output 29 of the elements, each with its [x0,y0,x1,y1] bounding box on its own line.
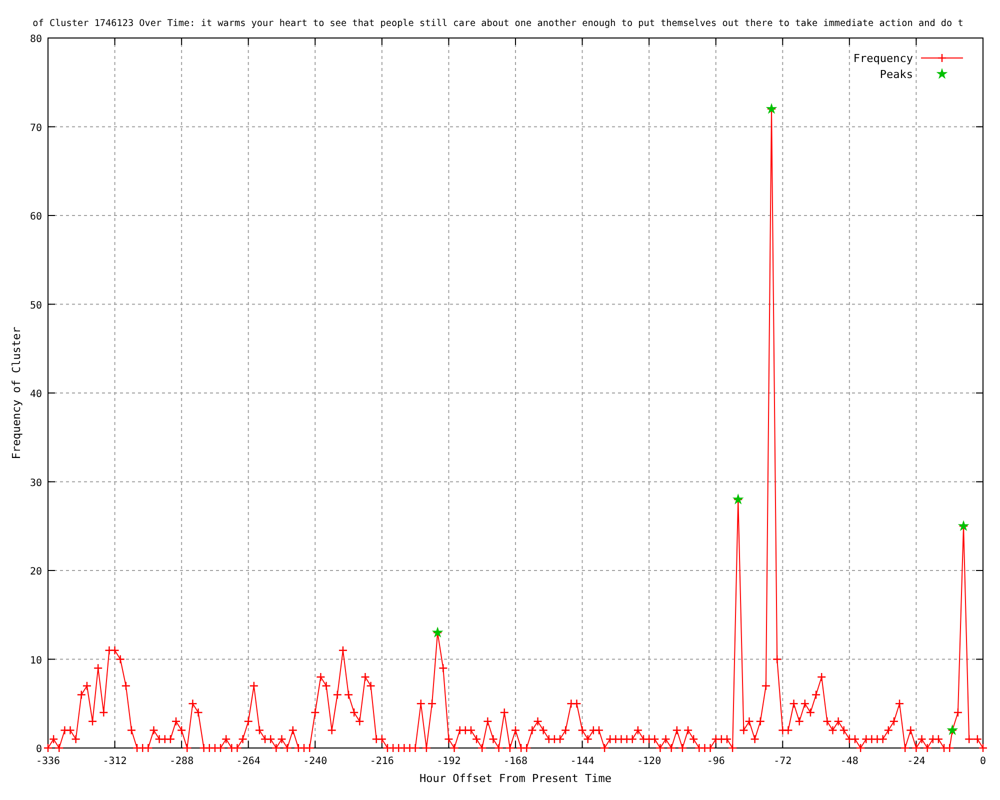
x-axis-title: Hour Offset From Present Time [419,772,612,785]
y-tick-label: 50 [30,300,42,312]
y-tick-label: 20 [30,566,42,578]
x-tick-label: -336 [36,756,60,767]
y-axis-title: Frequency of Cluster [10,326,23,460]
legend-label: Frequency [853,52,914,65]
x-tick-label: -168 [503,756,528,767]
y-tick-label: 30 [30,478,42,489]
x-tick-label: -240 [303,756,328,767]
chart-title: of Cluster 1746123 Over Time: it warms your heart to see that people still care about one another enough to put themselves out there to take immediate action and do t [32,18,964,29]
x-tick-label: -312 [102,756,127,767]
x-tick-label: -144 [570,756,594,767]
y-tick-label: 80 [30,34,42,45]
x-tick-label: -216 [370,756,394,767]
y-tick-label: 70 [30,122,42,134]
y-tick-label: 0 [36,744,42,755]
x-tick-label: -288 [170,756,194,767]
x-tick-label: -120 [637,756,662,767]
y-tick-label: 60 [30,212,42,222]
y-tick-label: 40 [30,389,42,400]
x-tick-label: -48 [840,756,858,767]
x-tick-label: -72 [774,756,792,767]
legend-label: Peaks [880,68,913,81]
y-tick-label: 10 [30,655,42,666]
x-tick-label: -96 [706,756,725,767]
x-tick-label: -24 [907,756,926,767]
x-tick-label: -264 [236,756,260,767]
x-tick-label: -192 [436,756,461,767]
x-tick-label: 0 [980,756,986,767]
